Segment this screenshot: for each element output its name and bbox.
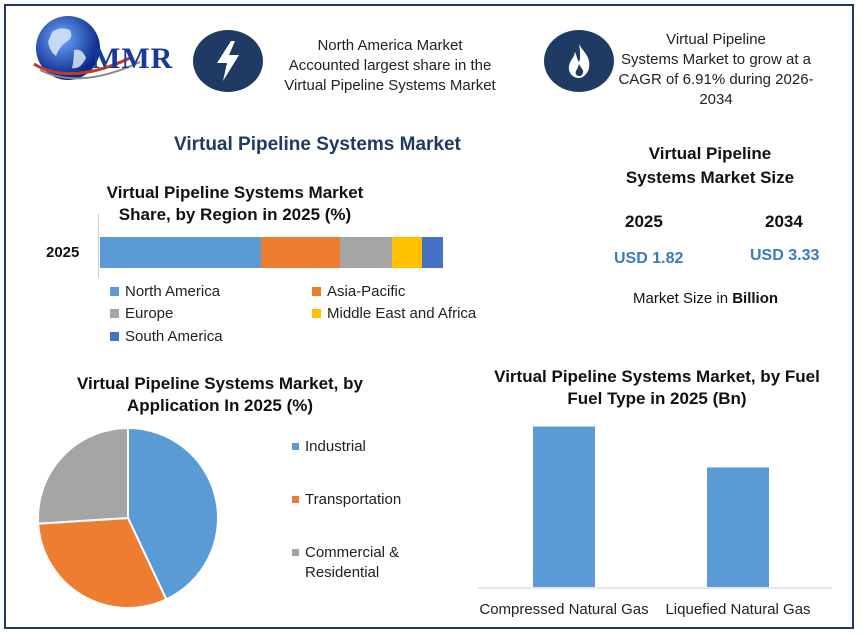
size-title-line: Virtual Pipeline: [648, 144, 772, 163]
legend-label: South America: [125, 328, 223, 345]
region-bar-segment-europe: [340, 237, 392, 268]
legend-swatch: [292, 443, 299, 450]
region-axis-line: [98, 214, 99, 278]
legend-swatch: [292, 496, 299, 503]
fuel-title-line: Virtual Pipeline Systems Market, by Fuel: [494, 367, 820, 386]
legend-swatch: [312, 309, 321, 318]
fuel-bar-compressed-natural-gas: [533, 426, 595, 587]
value-2025: USD 1.82: [614, 250, 684, 267]
fuel-category-label: Liquefied Natural Gas: [665, 601, 810, 618]
region-stacked-bar: [100, 237, 443, 268]
info1-line: Virtual Pipeline Systems Market: [284, 77, 496, 94]
pie-legend-transportation: Transportation: [292, 491, 401, 508]
legend-swatch: [312, 287, 321, 296]
flame-icon: [568, 44, 590, 78]
application-pie-chart: [37, 426, 219, 609]
legend-swatch: [292, 549, 299, 556]
year-2025: 2025: [625, 212, 663, 231]
legend-asia-pacific: Asia-Pacific: [312, 283, 405, 300]
info2-line: CAGR of 6.91% during 2026-: [618, 71, 814, 88]
app-title-line: Application In 2025 (%): [126, 396, 314, 415]
pie-slice-commercial-residential: [37, 426, 129, 525]
legend-south-america: South America: [110, 328, 223, 345]
info-north-america: North America Market Accounted largest s…: [265, 36, 515, 96]
legend-label: Europe: [125, 305, 174, 322]
main-title: Virtual Pipeline Systems Market: [174, 134, 461, 155]
lightning-icon: [217, 41, 239, 81]
legend-label: Industrial: [305, 438, 366, 455]
legend-north-america: North America: [110, 283, 220, 300]
logo-text: MMR: [92, 42, 174, 75]
pie-slice-transportation: [37, 516, 168, 609]
info2-line: Systems Market to grow at a: [620, 51, 812, 68]
mmr-logo: MMR: [30, 12, 180, 88]
fuel-bar-liquefied-natural-gas: [707, 467, 769, 587]
value-2034: USD 3.33: [750, 247, 820, 264]
info2-line: Virtual Pipeline: [666, 31, 766, 48]
legend-europe: Europe: [110, 305, 173, 322]
region-category-label: 2025: [46, 244, 80, 261]
legend-middle-east-africa: Middle East and Africa: [312, 305, 476, 322]
fuel-bar-chart: Compressed Natural Gas Liquefied Natural …: [478, 426, 832, 618]
year-2034: 2034: [765, 212, 803, 231]
fuel-title-line: Fuel Type in 2025 (Bn): [567, 389, 747, 408]
note-prefix: Market Size in: [633, 290, 733, 307]
legend-swatch: [110, 332, 119, 341]
pie-legend-commercial: Commercial & Residential: [292, 543, 399, 583]
legend-label: Middle East and Africa: [327, 305, 477, 322]
fuel-chart-title: Virtual Pipeline Systems Market, by Fuel…: [472, 366, 842, 410]
legend-label: Commercial &: [305, 544, 400, 561]
region-bar-segment-north-america: [100, 237, 262, 268]
market-size-title: Virtual Pipeline Systems Market Size: [610, 142, 810, 190]
pie-legend-industrial: Industrial: [292, 438, 366, 455]
market-size-note: Market Size in Billion: [633, 290, 778, 307]
legend-swatch: [110, 309, 119, 318]
app-title-line: Virtual Pipeline Systems Market, by: [77, 374, 363, 393]
legend-label: Transportation: [305, 491, 402, 508]
infographic-frame: [4, 4, 854, 629]
legend-label: Residential: [305, 564, 380, 581]
application-chart-title: Virtual Pipeline Systems Market, by Appl…: [50, 373, 390, 417]
legend-label: Asia-Pacific: [327, 283, 406, 300]
legend-label-group: Commercial & Residential: [305, 543, 399, 583]
region-bar-segment-middle-east-and-africa: [391, 237, 423, 268]
info1-line: Accounted largest share in the: [288, 57, 492, 74]
lightning-badge: [193, 30, 263, 92]
flame-badge: [544, 30, 614, 92]
info-cagr: Virtual Pipeline Systems Market to grow …: [606, 30, 826, 110]
region-chart-title: Virtual Pipeline Systems Market Share, b…: [80, 182, 390, 226]
legend-swatch: [110, 287, 119, 296]
fuel-category-label: Compressed Natural Gas: [479, 601, 648, 618]
region-bar-segment-south-america: [422, 237, 443, 268]
region-title-line: Share, by Region in 2025 (%): [118, 205, 352, 224]
size-title-line: Systems Market Size: [625, 168, 795, 187]
legend-label: North America: [125, 283, 221, 300]
info2-line: 2034: [699, 91, 733, 108]
pie-slice-industrial: [127, 426, 219, 601]
region-bar-segment-asia-pacific: [261, 237, 341, 268]
note-unit: Billion: [732, 290, 779, 307]
info1-line: North America Market: [317, 37, 463, 54]
region-title-line: Virtual Pipeline Systems Market: [106, 183, 364, 202]
